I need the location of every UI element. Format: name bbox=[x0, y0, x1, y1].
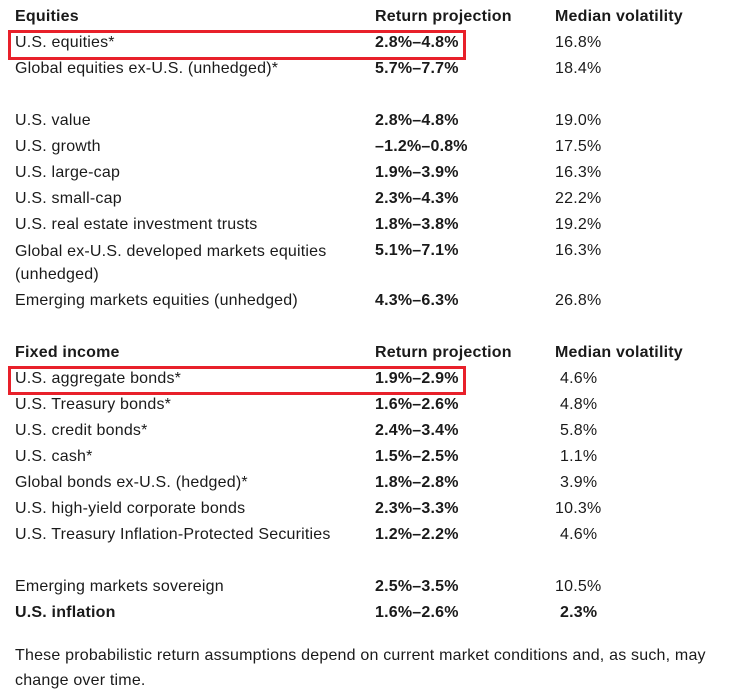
asset-name: U.S. small-cap bbox=[15, 190, 122, 207]
equities-header-row: Equities Return projection Median volati… bbox=[0, 4, 750, 30]
return-range: 5.7%–7.7% bbox=[375, 60, 459, 77]
table-row: U.S. high-yield corporate bonds 2.3%–3.3… bbox=[0, 496, 750, 522]
asset-name: U.S. Treasury Inflation-Protected Securi… bbox=[15, 526, 331, 543]
return-range: 2.4%–3.4% bbox=[375, 422, 459, 439]
return-range: 1.2%–2.2% bbox=[375, 526, 459, 543]
asset-name: Global equities ex-U.S. (unhedged)* bbox=[15, 60, 279, 77]
table-row: U.S. growth –1.2%–0.8% 17.5% bbox=[0, 134, 750, 160]
return-range: 2.8%–4.8% bbox=[375, 112, 459, 129]
median-volatility: 22.2% bbox=[555, 190, 602, 207]
return-range: 1.9%–3.9% bbox=[375, 164, 459, 181]
equities-category-header: Equities bbox=[15, 8, 79, 25]
median-volatility: 4.6% bbox=[560, 526, 598, 543]
return-range: –1.2%–0.8% bbox=[375, 138, 468, 155]
asset-name: U.S. credit bonds* bbox=[15, 422, 148, 439]
return-range: 2.3%–3.3% bbox=[375, 500, 459, 517]
median-volatility: 4.8% bbox=[560, 396, 598, 413]
table-row: U.S. value 2.8%–4.8% 19.0% bbox=[0, 108, 750, 134]
asset-name: U.S. Treasury bonds* bbox=[15, 396, 172, 413]
equities-return-header: Return projection bbox=[375, 8, 512, 25]
table-row: U.S. large-cap 1.9%–3.9% 16.3% bbox=[0, 160, 750, 186]
return-range: 1.6%–2.6% bbox=[375, 604, 459, 621]
return-range: 1.9%–2.9% bbox=[375, 370, 459, 387]
equities-volatility-header: Median volatility bbox=[555, 8, 683, 25]
return-range: 2.3%–4.3% bbox=[375, 190, 459, 207]
table-row: U.S. aggregate bonds* 1.9%–2.9% 4.6% bbox=[0, 366, 750, 392]
asset-name: U.S. high-yield corporate bonds bbox=[15, 500, 246, 517]
table-row: Global ex-U.S. developed markets equitie… bbox=[0, 238, 750, 286]
table-row: Global equities ex-U.S. (unhedged)* 5.7%… bbox=[0, 56, 750, 82]
fixed-income-return-header: Return projection bbox=[375, 344, 512, 361]
median-volatility: 18.4% bbox=[555, 60, 602, 77]
median-volatility: 17.5% bbox=[555, 138, 602, 155]
table-row: U.S. Treasury Inflation-Protected Securi… bbox=[0, 522, 750, 548]
asset-name: U.S. large-cap bbox=[15, 164, 121, 181]
asset-name: U.S. inflation bbox=[15, 604, 116, 621]
median-volatility: 16.8% bbox=[555, 34, 602, 51]
return-range: 1.6%–2.6% bbox=[375, 396, 459, 413]
return-range: 5.1%–7.1% bbox=[375, 242, 459, 259]
median-volatility: 4.6% bbox=[560, 370, 598, 387]
median-volatility: 19.0% bbox=[555, 112, 602, 129]
fixed-income-volatility-header: Median volatility bbox=[555, 344, 683, 361]
return-range: 1.8%–3.8% bbox=[375, 216, 459, 233]
table-row: U.S. credit bonds* 2.4%–3.4% 5.8% bbox=[0, 418, 750, 444]
median-volatility: 19.2% bbox=[555, 216, 602, 233]
fixed-income-category-header: Fixed income bbox=[15, 344, 120, 361]
asset-name: U.S. aggregate bonds* bbox=[15, 370, 182, 387]
median-volatility: 5.8% bbox=[560, 422, 598, 439]
asset-name: U.S. value bbox=[15, 112, 91, 129]
table-row: Emerging markets equities (unhedged) 4.3… bbox=[0, 288, 750, 314]
footnote: These probabilistic return assumptions d… bbox=[15, 647, 706, 689]
table-row: Global bonds ex-U.S. (hedged)* 1.8%–2.8%… bbox=[0, 470, 750, 496]
return-range: 1.5%–2.5% bbox=[375, 448, 459, 465]
asset-name: Global bonds ex-U.S. (hedged)* bbox=[15, 474, 248, 491]
median-volatility: 16.3% bbox=[555, 164, 602, 181]
asset-name: Emerging markets sovereign bbox=[15, 578, 224, 595]
median-volatility: 2.3% bbox=[560, 604, 598, 621]
asset-name: U.S. equities* bbox=[15, 34, 115, 51]
return-range: 2.8%–4.8% bbox=[375, 34, 459, 51]
return-range: 4.3%–6.3% bbox=[375, 292, 459, 309]
asset-name: U.S. growth bbox=[15, 138, 101, 155]
table-row: U.S. equities* 2.8%–4.8% 16.8% bbox=[0, 30, 750, 56]
asset-name: Global ex-U.S. developed markets equitie… bbox=[15, 243, 327, 283]
return-range: 1.8%–2.8% bbox=[375, 474, 459, 491]
table-row-inflation: U.S. inflation 1.6%–2.6% 2.3% bbox=[0, 600, 750, 626]
table-row: U.S. Treasury bonds* 1.6%–2.6% 4.8% bbox=[0, 392, 750, 418]
table-row: Emerging markets sovereign 2.5%–3.5% 10.… bbox=[0, 574, 750, 600]
fixed-income-header-row: Fixed income Return projection Median vo… bbox=[0, 340, 750, 366]
asset-name: U.S. cash* bbox=[15, 448, 93, 465]
median-volatility: 26.8% bbox=[555, 292, 602, 309]
table-row: U.S. small-cap 2.3%–4.3% 22.2% bbox=[0, 186, 750, 212]
median-volatility: 10.3% bbox=[555, 500, 602, 517]
table-row: U.S. cash* 1.5%–2.5% 1.1% bbox=[0, 444, 750, 470]
table-row: U.S. real estate investment trusts 1.8%–… bbox=[0, 212, 750, 238]
return-range: 2.5%–3.5% bbox=[375, 578, 459, 595]
median-volatility: 3.9% bbox=[560, 474, 598, 491]
asset-name: Emerging markets equities (unhedged) bbox=[15, 292, 298, 309]
median-volatility: 16.3% bbox=[555, 242, 602, 259]
median-volatility: 10.5% bbox=[555, 578, 602, 595]
asset-name: U.S. real estate investment trusts bbox=[15, 216, 258, 233]
median-volatility: 1.1% bbox=[560, 448, 598, 465]
